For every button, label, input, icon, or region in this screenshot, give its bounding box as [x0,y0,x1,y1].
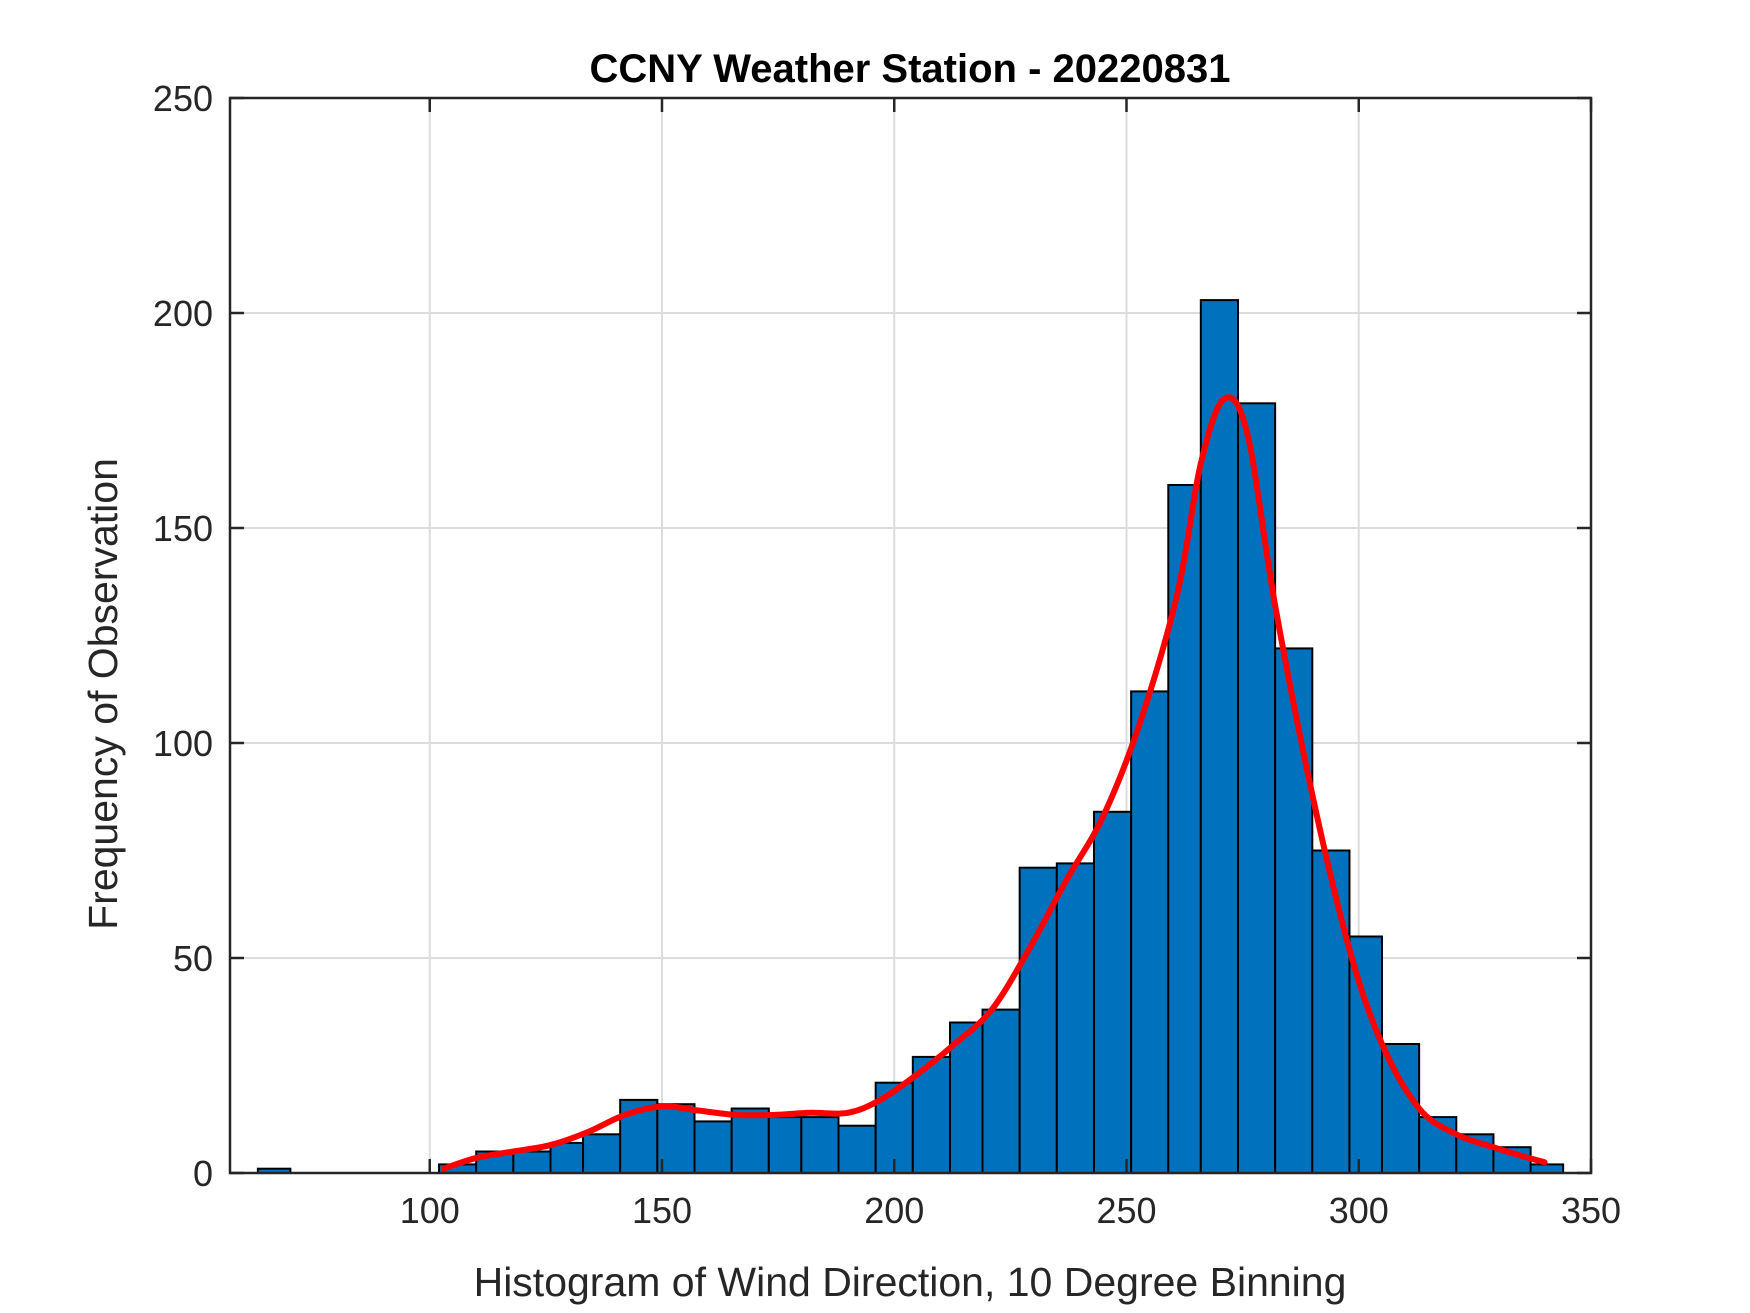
histogram-bar [1055,862,1095,1175]
y-tick-label: 200 [153,293,213,334]
histogram-bar [1236,402,1277,1174]
chart-title: CCNY Weather Station - 20220831 [590,47,1231,91]
histogram-bar [767,1116,803,1174]
histogram-bar [800,1116,840,1174]
y-tick-labels: 0 50 100 150 200 250 [153,78,213,1194]
histogram-bar [837,1124,877,1174]
histogram-bar [1529,1163,1565,1175]
x-tick-labels: 100 150 200 250 300 350 [400,1190,1621,1231]
y-tick-label: 50 [173,938,213,979]
y-tick-label: 0 [193,1153,213,1194]
histogram-bar [1274,647,1314,1174]
x-axis-label: Histogram of Wind Direction, 10 Degree B… [474,1259,1347,1305]
histogram-bar [948,1021,984,1174]
axes-frame [228,96,1593,1175]
y-tick-label: 250 [153,78,213,119]
histogram-bar [1380,1043,1421,1174]
histogram-bar [693,1120,733,1175]
y-tick-label: 150 [153,508,213,549]
y-axis-label: Frequency of Observation [80,458,126,930]
histogram-bar [582,1133,622,1175]
histogram-bar [1311,849,1351,1174]
histogram-bar [1130,690,1170,1175]
plot-frame [228,96,1593,1175]
x-tick-label: 300 [1329,1190,1389,1231]
histogram-bar [1167,484,1202,1174]
histogram-bar [549,1141,585,1175]
fit-curve-layer [440,394,1548,1172]
grid-lines [230,98,1591,1173]
histogram-bar [730,1107,770,1174]
histogram-bar [981,1008,1021,1174]
histogram-bars [256,299,1565,1175]
fit-curve [440,394,1548,1172]
x-tick-label: 100 [400,1190,460,1231]
histogram-bar [512,1150,552,1174]
x-tick-label: 200 [864,1190,924,1231]
histogram-bar [1092,810,1133,1174]
x-tick-label: 250 [1096,1190,1156,1231]
x-tick-label: 350 [1561,1190,1621,1231]
x-tick-label: 150 [632,1190,692,1231]
y-tick-label: 100 [153,723,213,764]
